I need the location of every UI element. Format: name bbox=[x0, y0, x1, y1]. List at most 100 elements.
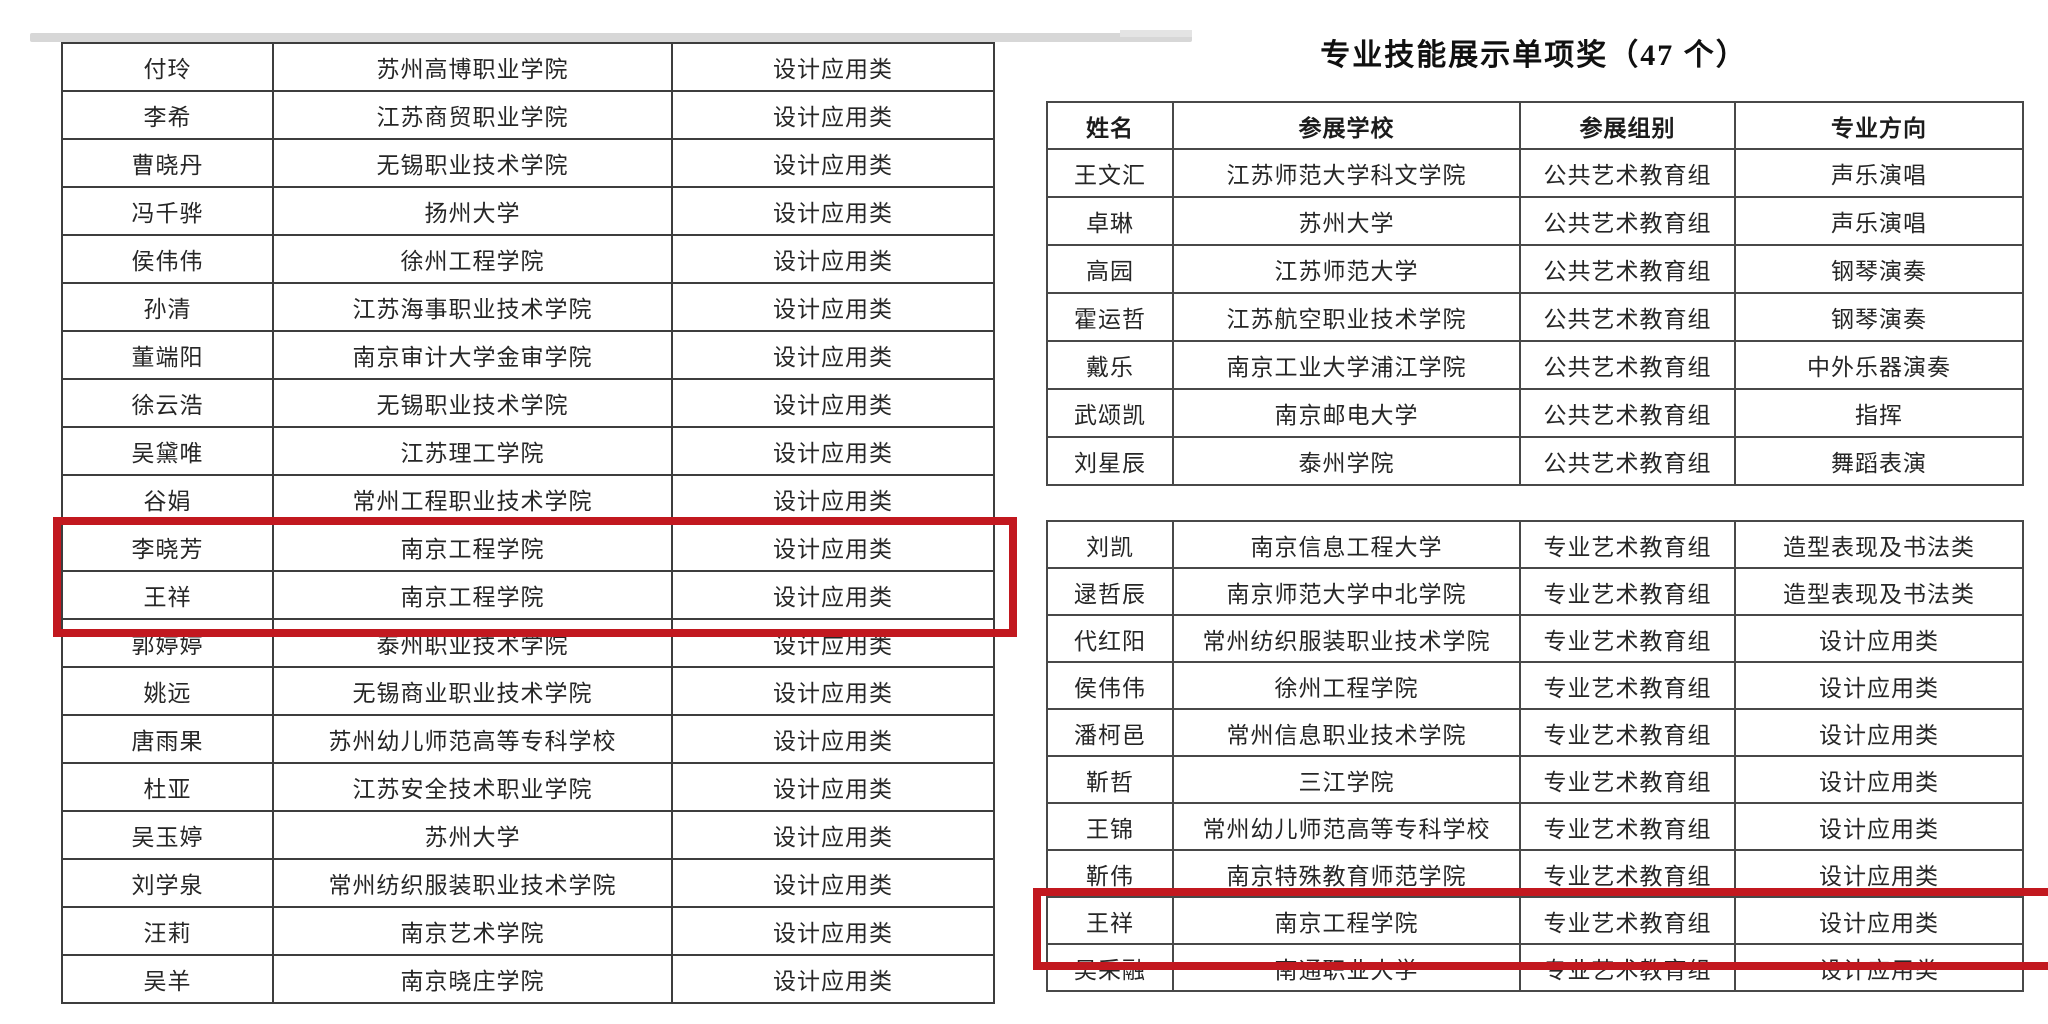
name-cell: 高园 bbox=[1046, 244, 1174, 294]
name-cell: 杜亚 bbox=[61, 762, 274, 812]
name-cell: 侯伟伟 bbox=[61, 234, 274, 284]
category-cell: 设计应用类 bbox=[671, 714, 995, 764]
school-cell: 江苏师范大学 bbox=[1172, 244, 1521, 294]
category-cell: 设计应用类 bbox=[671, 138, 995, 188]
table-row: 汪莉 南京艺术学院 设计应用类 bbox=[61, 906, 995, 956]
category-cell: 设计应用类 bbox=[671, 810, 995, 860]
table-row: 靳哲 三江学院 专业艺术教育组 设计应用类 bbox=[1046, 755, 2024, 804]
direction-cell: 钢琴演奏 bbox=[1734, 292, 2024, 342]
school-cell: 三江学院 bbox=[1172, 755, 1521, 804]
table-row: 侯伟伟 徐州工程学院 专业艺术教育组 设计应用类 bbox=[1046, 661, 2024, 710]
table-row: 侯伟伟 徐州工程学院 设计应用类 bbox=[61, 234, 995, 284]
group-cell: 专业艺术教育组 bbox=[1519, 755, 1736, 804]
table-row: 曹晓丹 无锡职业技术学院 设计应用类 bbox=[61, 138, 995, 188]
name-cell: 王祥 bbox=[61, 570, 274, 620]
school-cell: 常州纺织服装职业技术学院 bbox=[272, 858, 673, 908]
category-cell: 设计应用类 bbox=[671, 954, 995, 1004]
skill-award-table-public: 姓名 参展学校 参展组别 专业方向 王文汇 江苏师范大学科文学院 公共艺术教育组… bbox=[1046, 101, 2024, 486]
direction-cell: 钢琴演奏 bbox=[1734, 244, 2024, 294]
school-cell: 南京工程学院 bbox=[1172, 896, 1521, 945]
name-cell: 侯伟伟 bbox=[1046, 661, 1174, 710]
direction-cell: 声乐演唱 bbox=[1734, 196, 2024, 246]
table-row: 戴乐 南京工业大学浦江学院 公共艺术教育组 中外乐器演奏 bbox=[1046, 340, 2024, 390]
name-cell: 王锦 bbox=[1046, 802, 1174, 851]
name-cell: 吴黛唯 bbox=[61, 426, 274, 476]
name-cell: 王文汇 bbox=[1046, 148, 1174, 198]
scan-edge-band bbox=[30, 33, 1192, 42]
school-cell: 南京信息工程大学 bbox=[1172, 520, 1521, 569]
school-cell: 常州信息职业技术学院 bbox=[1172, 708, 1521, 757]
name-cell: 靳伟 bbox=[1046, 849, 1174, 898]
school-cell: 无锡职业技术学院 bbox=[272, 138, 673, 188]
direction-cell: 设计应用类 bbox=[1734, 755, 2024, 804]
direction-cell: 造型表现及书法类 bbox=[1734, 520, 2024, 569]
school-cell: 苏州幼儿师范高等专科学校 bbox=[272, 714, 673, 764]
category-cell: 设计应用类 bbox=[671, 426, 995, 476]
name-cell: 付玲 bbox=[61, 42, 274, 92]
group-cell: 专业艺术教育组 bbox=[1519, 520, 1736, 569]
category-cell: 设计应用类 bbox=[671, 42, 995, 92]
category-cell: 设计应用类 bbox=[671, 474, 995, 524]
group-cell: 专业艺术教育组 bbox=[1519, 802, 1736, 851]
skill-award-table-public-body: 王文汇 江苏师范大学科文学院 公共艺术教育组 声乐演唱 卓琳 苏州大学 公共艺术… bbox=[1046, 148, 2024, 486]
school-cell: 江苏航空职业技术学院 bbox=[1172, 292, 1521, 342]
table-row: 吴采融 南通职业大学 专业艺术教育组 设计应用类 bbox=[1046, 943, 2024, 992]
school-cell: 苏州大学 bbox=[1172, 196, 1521, 246]
table-row: 武颂凯 南京邮电大学 公共艺术教育组 指挥 bbox=[1046, 388, 2024, 438]
table-row: 霍运哲 江苏航空职业技术学院 公共艺术教育组 钢琴演奏 bbox=[1046, 292, 2024, 342]
category-cell: 设计应用类 bbox=[671, 666, 995, 716]
name-cell: 孙清 bbox=[61, 282, 274, 332]
school-cell: 常州幼儿师范高等专科学校 bbox=[1172, 802, 1521, 851]
group-cell: 专业艺术教育组 bbox=[1519, 896, 1736, 945]
table-row: 刘凯 南京信息工程大学 专业艺术教育组 造型表现及书法类 bbox=[1046, 520, 2024, 569]
name-cell: 戴乐 bbox=[1046, 340, 1174, 390]
school-cell: 江苏理工学院 bbox=[272, 426, 673, 476]
name-cell: 吴羊 bbox=[61, 954, 274, 1004]
table-row: 郭婷婷 泰州职业技术学院 设计应用类 bbox=[61, 618, 995, 668]
table-row: 潘柯邑 常州信息职业技术学院 专业艺术教育组 设计应用类 bbox=[1046, 708, 2024, 757]
school-cell: 南京工程学院 bbox=[272, 570, 673, 620]
school-cell: 徐州工程学院 bbox=[272, 234, 673, 284]
table-row: 吴黛唯 江苏理工学院 设计应用类 bbox=[61, 426, 995, 476]
table-row: 董端阳 南京审计大学金审学院 设计应用类 bbox=[61, 330, 995, 380]
table-row: 高园 江苏师范大学 公共艺术教育组 钢琴演奏 bbox=[1046, 244, 2024, 294]
table-row: 付玲 苏州高博职业学院 设计应用类 bbox=[61, 42, 995, 92]
name-cell: 姚远 bbox=[61, 666, 274, 716]
name-cell: 曹晓丹 bbox=[61, 138, 274, 188]
name-cell: 潘柯邑 bbox=[1046, 708, 1174, 757]
school-cell: 无锡职业技术学院 bbox=[272, 378, 673, 428]
header-group: 参展组别 bbox=[1519, 101, 1736, 150]
page-title: 专业技能展示单项奖（47 个） bbox=[1320, 39, 1748, 72]
table-header: 姓名 参展学校 参展组别 专业方向 bbox=[1046, 101, 2024, 150]
school-cell: 江苏海事职业技术学院 bbox=[272, 282, 673, 332]
table-row: 王文汇 江苏师范大学科文学院 公共艺术教育组 声乐演唱 bbox=[1046, 148, 2024, 198]
table-row: 靳伟 南京特殊教育师范学院 专业艺术教育组 设计应用类 bbox=[1046, 849, 2024, 898]
school-cell: 南京特殊教育师范学院 bbox=[1172, 849, 1521, 898]
skill-award-table-professional-body: 刘凯 南京信息工程大学 专业艺术教育组 造型表现及书法类 逯哲辰 南京师范大学中… bbox=[1046, 520, 2024, 992]
group-cell: 公共艺术教育组 bbox=[1519, 436, 1736, 486]
direction-cell: 设计应用类 bbox=[1734, 896, 2024, 945]
school-cell: 南京艺术学院 bbox=[272, 906, 673, 956]
school-cell: 苏州大学 bbox=[272, 810, 673, 860]
name-cell: 代红阳 bbox=[1046, 614, 1174, 663]
category-cell: 设计应用类 bbox=[671, 234, 995, 284]
name-cell: 刘学泉 bbox=[61, 858, 274, 908]
table-row: 王锦 常州幼儿师范高等专科学校 专业艺术教育组 设计应用类 bbox=[1046, 802, 2024, 851]
group-cell: 公共艺术教育组 bbox=[1519, 340, 1736, 390]
group-cell: 公共艺术教育组 bbox=[1519, 244, 1736, 294]
table-row: 唐雨果 苏州幼儿师范高等专科学校 设计应用类 bbox=[61, 714, 995, 764]
name-cell: 汪莉 bbox=[61, 906, 274, 956]
table-row: 孙清 江苏海事职业技术学院 设计应用类 bbox=[61, 282, 995, 332]
school-cell: 南京晓庄学院 bbox=[272, 954, 673, 1004]
direction-cell: 设计应用类 bbox=[1734, 802, 2024, 851]
scan-edge-band-light bbox=[1120, 30, 1192, 37]
group-cell: 专业艺术教育组 bbox=[1519, 943, 1736, 992]
category-cell: 设计应用类 bbox=[671, 522, 995, 572]
name-cell: 王祥 bbox=[1046, 896, 1174, 945]
school-cell: 苏州高博职业学院 bbox=[272, 42, 673, 92]
school-cell: 南京邮电大学 bbox=[1172, 388, 1521, 438]
name-cell: 逯哲辰 bbox=[1046, 567, 1174, 616]
table-row: 李晓芳 南京工程学院 设计应用类 bbox=[61, 522, 995, 572]
name-cell: 吴采融 bbox=[1046, 943, 1174, 992]
